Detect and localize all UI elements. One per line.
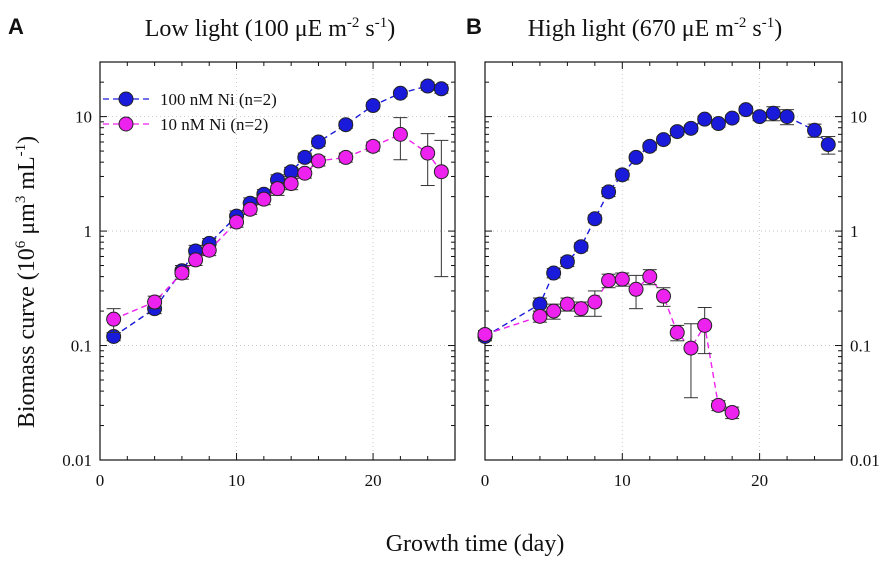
panel-b-ytick-label-0.1: 0.1 (850, 337, 871, 356)
panel-a-ytick-label-1: 1 (84, 222, 93, 241)
panel-a-point-10nm-15 (420, 145, 436, 161)
panel-b-point-100nm-20 (807, 122, 823, 138)
panel-a-ytick-label-10: 10 (75, 108, 92, 127)
panel-b-point-10nm-12 (683, 340, 699, 356)
panel-b-ytick-label-10: 10 (850, 108, 867, 127)
panel-a-point-100nm-12 (338, 117, 354, 133)
panel-a-ytick-label-0.1: 0.1 (71, 337, 92, 356)
panel-b-point-100nm-6 (601, 184, 617, 200)
panel-b-point-100nm-7 (614, 167, 630, 183)
legend-marker-100nm (118, 91, 134, 107)
panel-b-point-100nm-12 (683, 120, 699, 136)
panel-a-point-100nm-10 (297, 149, 313, 165)
panel-a-line-10nm (113, 133, 442, 320)
panel-b-point-10nm-7 (614, 271, 630, 287)
panel-a-point-10nm-0 (106, 311, 122, 327)
panel-b-frame (484, 61, 843, 461)
panel-b-point-10nm-8 (628, 281, 644, 297)
panel-a-point-10nm-14 (392, 126, 408, 142)
panel-a-point-10nm-8 (270, 181, 285, 197)
x-axis-label: Growth time (day) (386, 531, 565, 557)
panel-a-xtick-label-0: 0 (96, 471, 105, 490)
panel-b-point-100nm-9 (642, 138, 658, 154)
panel-a-point-10nm-2 (174, 265, 190, 281)
panel-a-point-100nm-13 (365, 98, 381, 114)
panel-b-point-100nm-4 (573, 239, 589, 255)
panel-b-point-10nm-3 (559, 296, 575, 312)
panel-a-ytick-label-0.01: 0.01 (62, 451, 92, 470)
panel-b-point-10nm-1 (532, 308, 548, 324)
panel-b-point-10nm-11 (669, 324, 685, 340)
panel-a-letter: A (8, 14, 24, 39)
panel-b-point-10nm-4 (573, 301, 589, 317)
panel-a-point-100nm-11 (310, 134, 326, 150)
panel-a-point-10nm-4 (201, 242, 217, 258)
panel-b-point-10nm-13 (697, 317, 713, 333)
panel-a-point-10nm-6 (242, 201, 258, 217)
panel-a-point-10nm-13 (365, 138, 381, 154)
panel-b-point-100nm-14 (710, 116, 726, 132)
panel-b-point-100nm-21 (820, 137, 836, 153)
panel-a-point-100nm-14 (392, 85, 408, 101)
y-axis-label: Biomass curve (106 μm3 mL-1) (13, 136, 40, 428)
panel-a-point-10nm-10 (297, 165, 313, 181)
legend-label-100nm: 100 nM Ni (n=2) (160, 90, 277, 109)
legend-label-10nm: 10 nM Ni (n=2) (160, 115, 268, 134)
panel-b-point-100nm-11 (669, 124, 685, 140)
panel-b-point-10nm-14 (710, 397, 726, 413)
panel-b-point-100nm-15 (724, 110, 740, 126)
panel-a-point-100nm-16 (433, 81, 449, 97)
panel-b-point-10nm-2 (546, 303, 562, 319)
panel-b-xtick-label-10: 10 (614, 471, 631, 490)
panel-a-point-10nm-5 (229, 214, 245, 230)
panel-a-point-10nm-9 (283, 176, 299, 192)
panel-b-title: High light (670 μE m-2 s-1) (528, 15, 783, 42)
panel-b-point-10nm-10 (656, 288, 671, 304)
panel-a-plot: 0 10 20 0.01 0.1 1 10 (62, 61, 456, 490)
panel-b-point-10nm-5 (587, 294, 603, 310)
panel-b-point-100nm-5 (587, 211, 603, 227)
panel-a-xtick-label-10: 10 (228, 471, 245, 490)
panel-a-point-10nm-1 (147, 294, 163, 310)
panel-b-point-100nm-19 (779, 109, 795, 125)
panel-a-point-10nm-7 (256, 191, 272, 207)
panel-b-point-100nm-17 (752, 109, 768, 125)
panel-b-point-100nm-2 (546, 265, 562, 281)
panel-b-point-100nm-8 (628, 149, 644, 165)
panel-b-ytick-label-0.01: 0.01 (850, 451, 880, 470)
panel-a-point-10nm-3 (188, 252, 204, 268)
legend: 100 nM Ni (n=2) 10 nM Ni (n=2) (103, 90, 277, 134)
panel-b-letter: B (466, 14, 482, 39)
panel-b-point-100nm-18 (765, 105, 781, 121)
panel-b-point-10nm-0 (477, 326, 493, 342)
panel-a-point-10nm-12 (338, 149, 354, 165)
panel-b-point-100nm-10 (656, 132, 671, 148)
panel-b-point-10nm-15 (724, 405, 740, 421)
panel-b-point-100nm-13 (697, 111, 713, 127)
panel-a-point-10nm-11 (310, 153, 326, 169)
panel-b-plot: 0 10 20 0.01 0.1 1 10 (477, 61, 880, 490)
panel-b-ytick-label-1: 1 (850, 222, 859, 241)
panel-a-point-100nm-15 (420, 78, 436, 94)
panel-b-xtick-label-0: 0 (481, 471, 490, 490)
panel-b-line-100nm (484, 108, 829, 338)
panel-a-xtick-label-20: 20 (365, 471, 382, 490)
panel-b-point-100nm-16 (738, 102, 754, 118)
panel-b-point-10nm-6 (601, 272, 617, 288)
panel-a-title: Low light (100 μE m-2 s-1) (145, 15, 396, 42)
panel-b-line-10nm (484, 275, 733, 414)
panel-a-frame (99, 61, 456, 461)
panel-a-point-10nm-16 (433, 164, 449, 180)
panel-b-xtick-label-20: 20 (751, 471, 768, 490)
legend-marker-10nm (118, 116, 134, 132)
panel-b-point-100nm-3 (559, 254, 575, 270)
panel-b-point-10nm-9 (642, 269, 658, 285)
